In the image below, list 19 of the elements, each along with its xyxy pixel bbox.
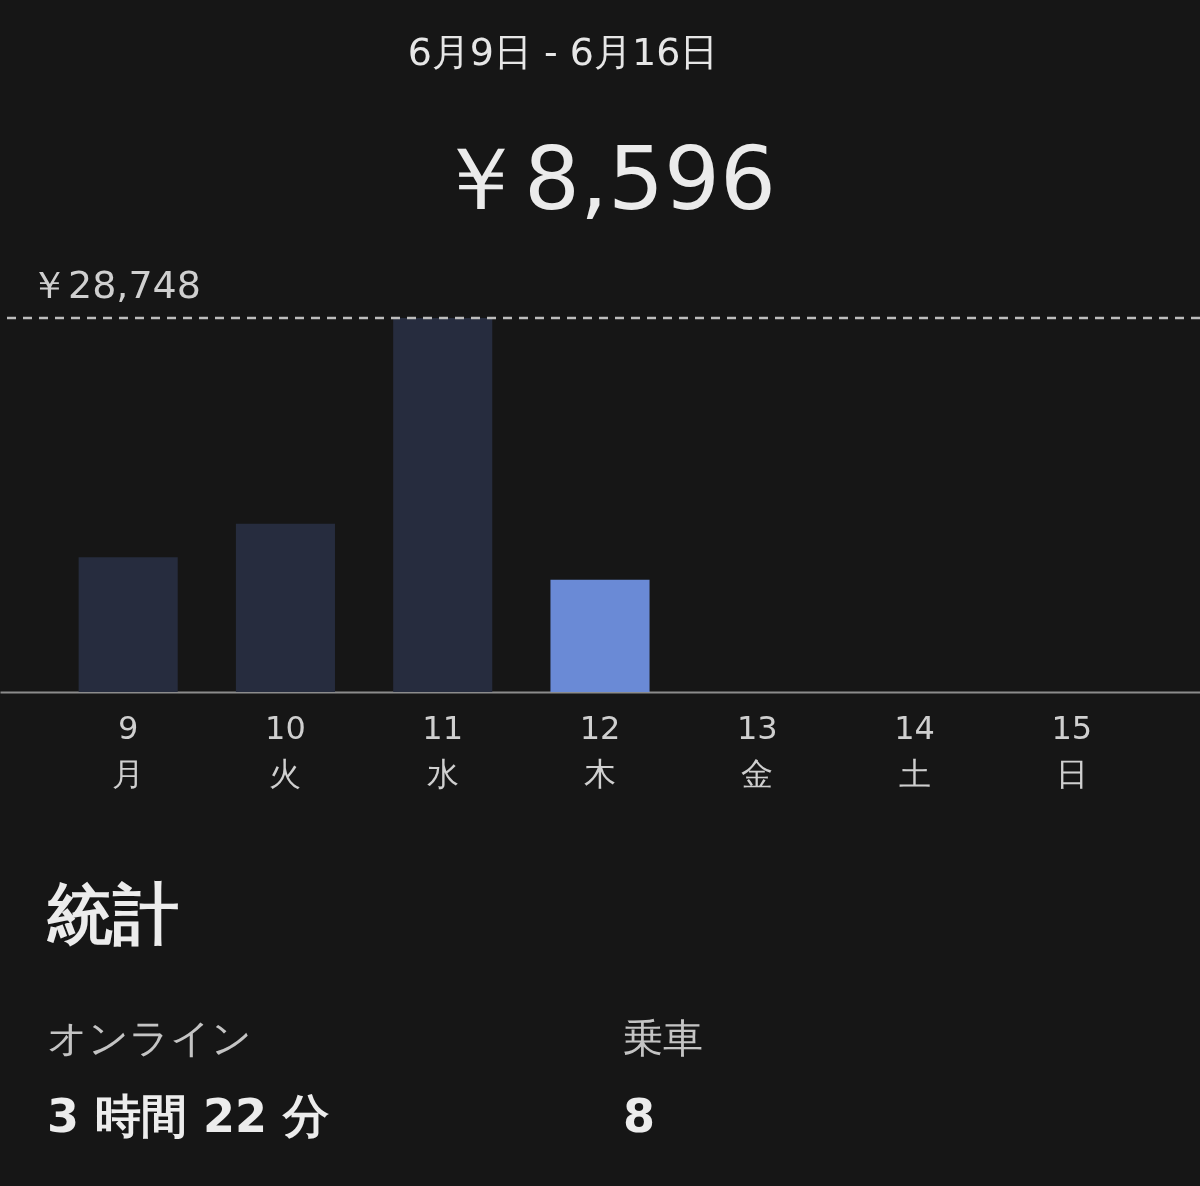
x-tick-label: 15 日 — [1051, 708, 1093, 793]
bar — [78, 557, 178, 692]
bar — [393, 318, 493, 692]
x-tick-label: 12 木 — [579, 708, 621, 793]
bar — [235, 523, 335, 692]
chart-title: 6月9日 - 6月16日 — [407, 30, 719, 74]
text: 8 — [623, 1089, 656, 1143]
text: 乗車 — [623, 1015, 703, 1061]
text: 3 時間 22 分 — [47, 1089, 330, 1143]
chart-subtitle: ￥8,596 — [436, 127, 776, 230]
x-tick-label: 10 火 — [265, 708, 306, 793]
x-tick-label: 14 土 — [894, 708, 935, 793]
bar — [550, 579, 650, 692]
x-tick-label: 9 月 — [112, 708, 145, 793]
x-tick-label: 11 水 — [422, 708, 464, 793]
text: 統計 — [46, 876, 179, 953]
x-tick-label: 13 金 — [736, 708, 778, 793]
text: オンライン — [47, 1015, 252, 1061]
ref-line-label: ￥28,748 — [30, 263, 201, 307]
